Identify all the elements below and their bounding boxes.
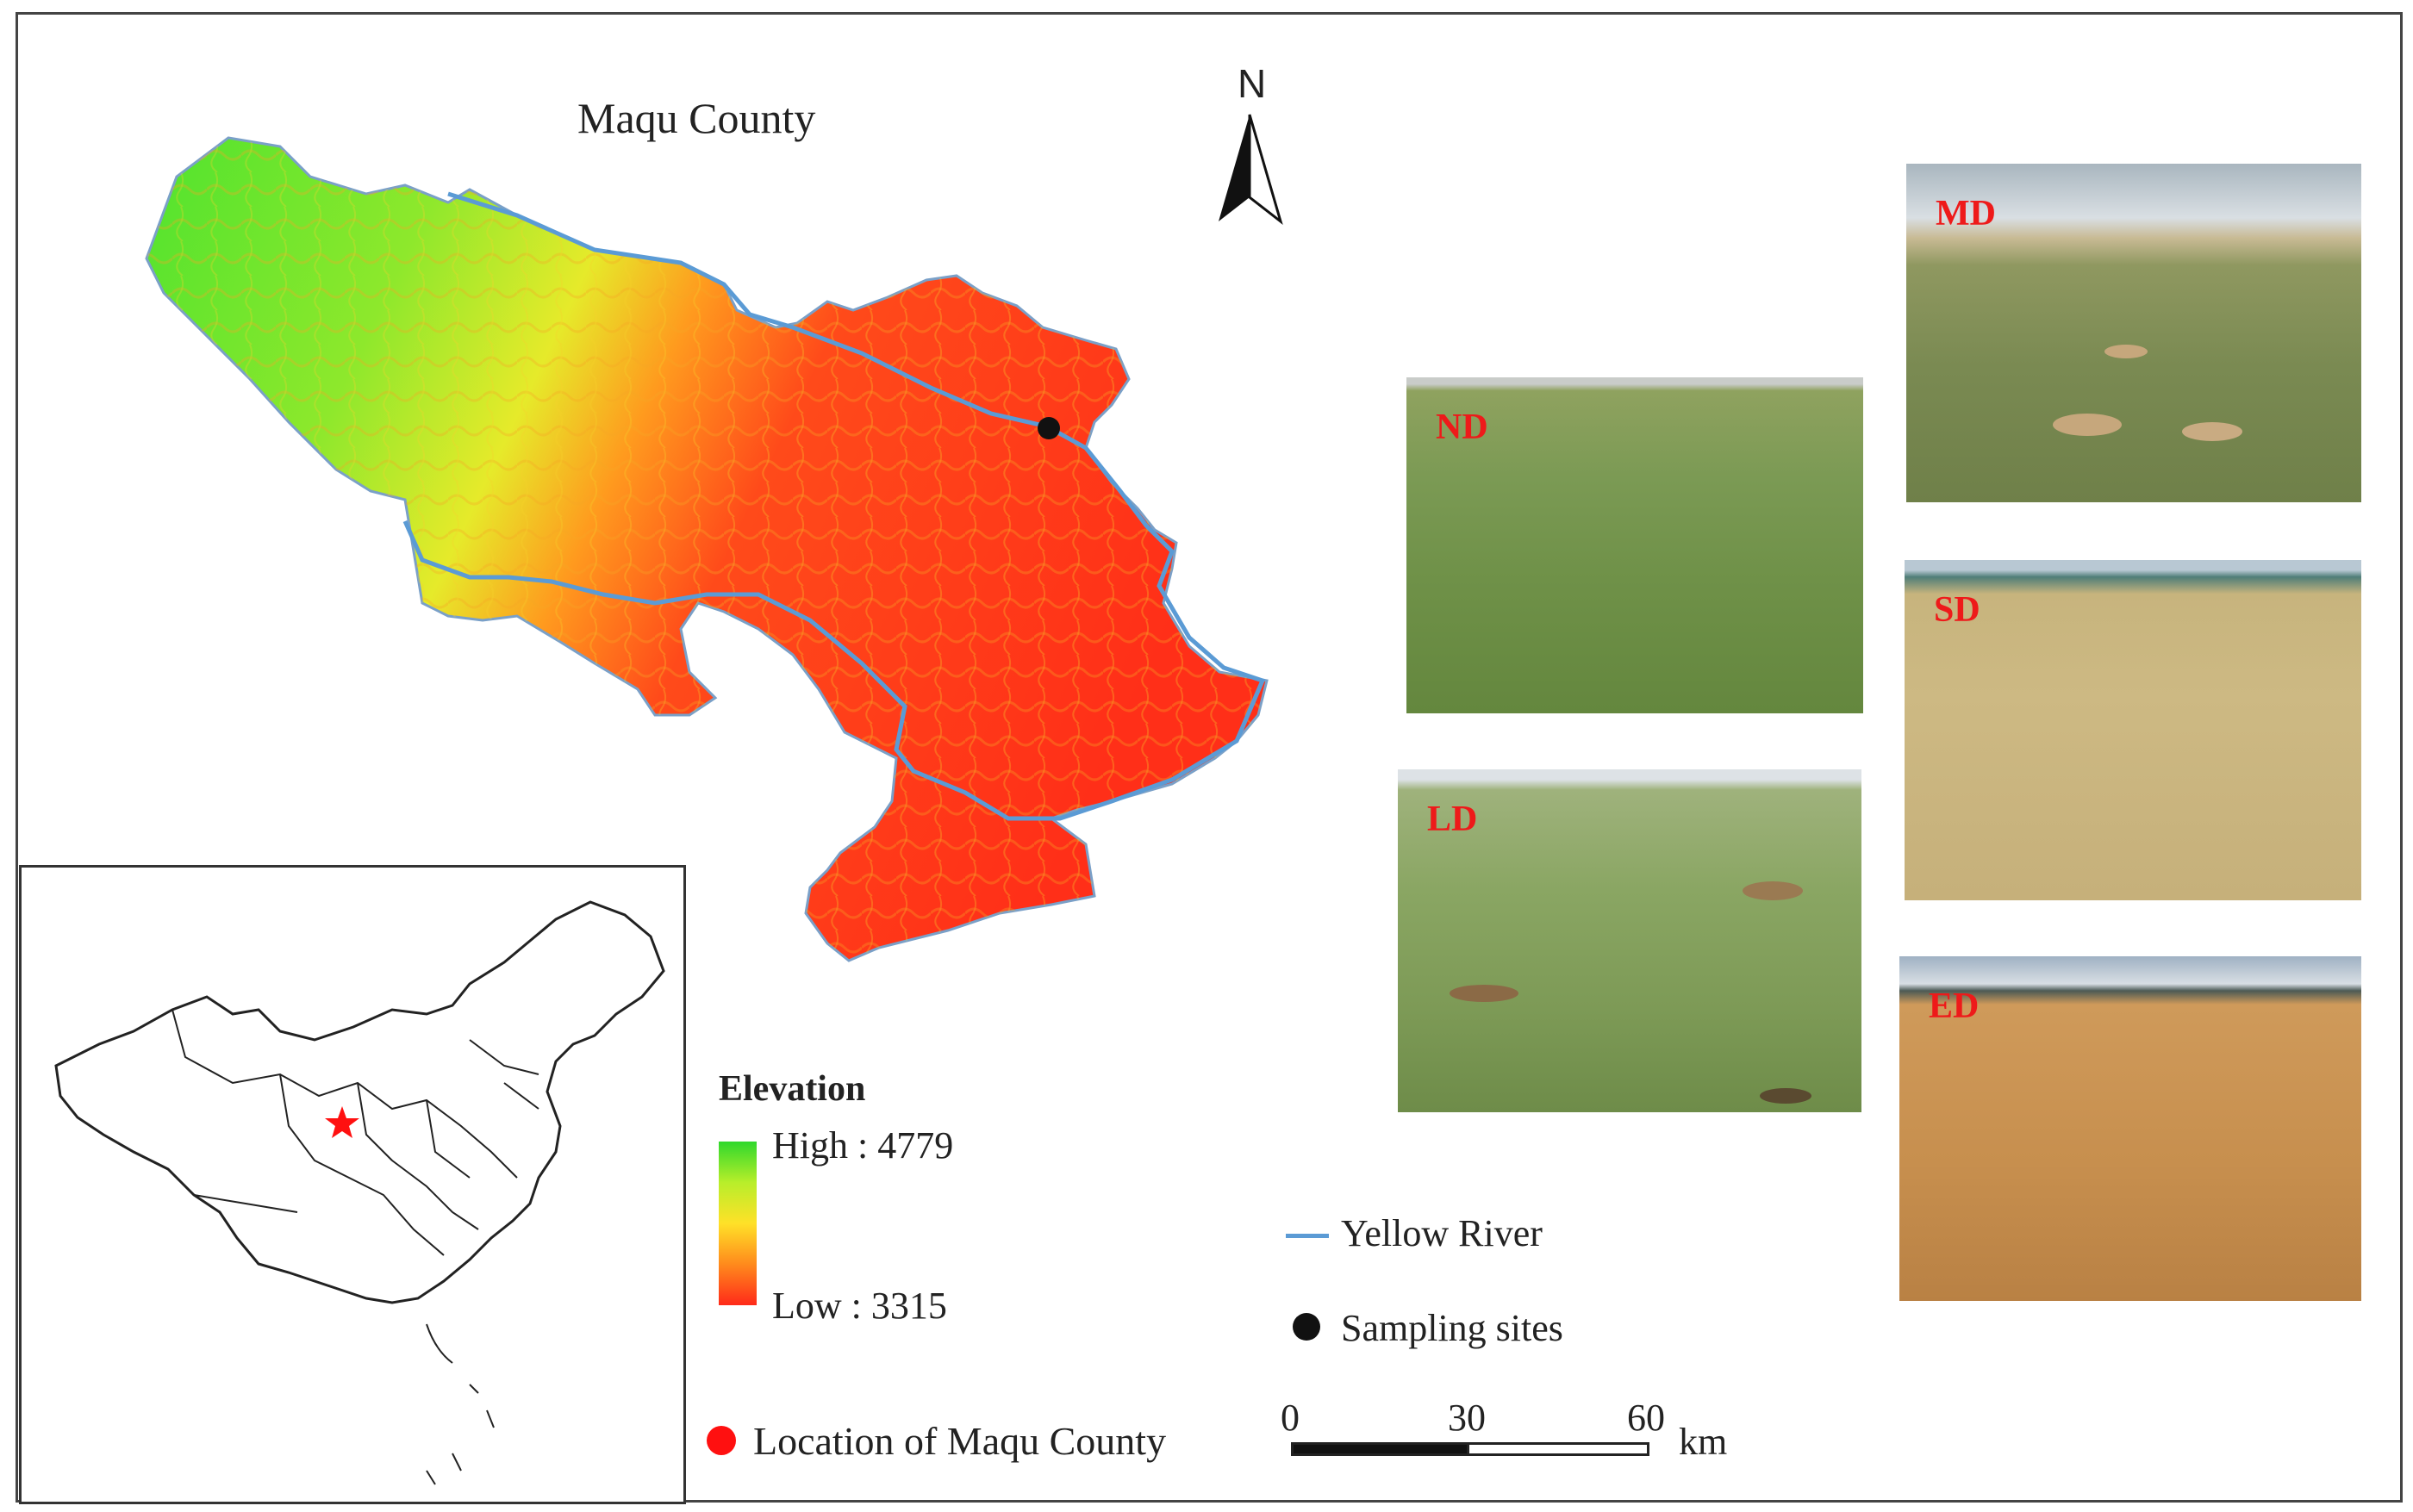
photo-ld: LD	[1398, 769, 1861, 1112]
scale-tick-30: 30	[1448, 1397, 1486, 1439]
sampling-site-label: Sampling sites	[1341, 1307, 1563, 1349]
location-star-icon	[325, 1106, 359, 1138]
photo-ed: ED	[1899, 956, 2361, 1301]
location-marker-icon	[707, 1426, 736, 1455]
scale-tick-60: 60	[1627, 1397, 1665, 1439]
photo-ed-label: ED	[1929, 986, 1980, 1026]
photo-nd-label: ND	[1436, 408, 1488, 447]
scale-tick-0: 0	[1281, 1397, 1300, 1439]
photo-md-label: MD	[1936, 194, 1996, 233]
legend-title: Elevation	[719, 1069, 866, 1109]
elevation-color-ramp	[719, 1142, 757, 1305]
location-label: Location of Maqu County	[753, 1419, 1167, 1463]
photo-sd: SD	[1905, 560, 2361, 900]
scale-bar-white	[1467, 1442, 1649, 1456]
north-label: N	[1238, 61, 1267, 106]
china-inset-map	[19, 865, 686, 1504]
north-arrow-icon	[1219, 114, 1283, 226]
elevation-map	[145, 136, 1269, 962]
sampling-site-icon	[1293, 1313, 1320, 1341]
map-title: Maqu County	[577, 94, 816, 142]
yellow-river-line	[402, 191, 1266, 821]
legend-low-label: Low : 3315	[772, 1285, 947, 1327]
scale-unit: km	[1679, 1421, 1728, 1463]
scale-bar-black	[1291, 1442, 1469, 1456]
photo-ld-label: LD	[1427, 800, 1478, 839]
sampling-site-marker	[1038, 417, 1060, 439]
photo-nd: ND	[1406, 377, 1863, 713]
china-outline	[54, 900, 665, 1485]
river-legend-symbol	[1286, 1234, 1329, 1238]
river-label: Yellow River	[1341, 1212, 1543, 1254]
legend-high-label: High : 4779	[772, 1124, 954, 1167]
photo-md: MD	[1906, 164, 2361, 502]
photo-sd-label: SD	[1934, 590, 1980, 630]
figure-frame	[16, 12, 2403, 1503]
